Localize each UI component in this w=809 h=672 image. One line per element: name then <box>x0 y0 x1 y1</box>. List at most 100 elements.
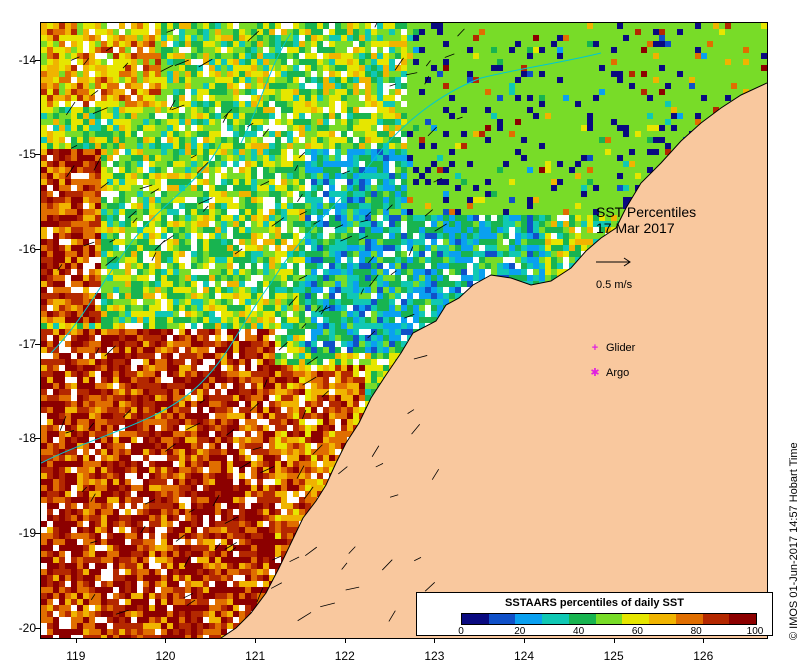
sst-pixel <box>245 131 251 137</box>
sst-pixel <box>335 311 341 317</box>
sst-pixel <box>353 137 359 143</box>
sst-pixel <box>179 215 185 221</box>
sst-pixel <box>389 257 395 263</box>
sst-pixel <box>197 149 203 155</box>
sst-pixel <box>647 239 653 245</box>
sst-pixel <box>65 179 71 185</box>
sst-pixel <box>371 239 377 245</box>
sst-pixel <box>293 161 299 167</box>
sst-pixel <box>203 173 209 179</box>
sst-pixel <box>107 107 113 113</box>
sst-pixel <box>155 203 161 209</box>
sst-pixel <box>155 143 161 149</box>
sst-pixel <box>71 233 77 239</box>
sst-pixel <box>731 323 737 329</box>
sst-pixel <box>389 287 395 293</box>
sst-pixel <box>677 239 683 245</box>
sst-pixel <box>143 149 149 155</box>
sst-pixel <box>293 59 299 65</box>
sst-pixel <box>89 209 95 215</box>
sst-pixel <box>419 221 425 227</box>
sst-pixel <box>383 299 389 305</box>
sst-pixel <box>245 137 251 143</box>
sst-pixel <box>143 335 149 341</box>
sst-pixel <box>521 155 527 161</box>
sst-pixel <box>683 239 689 245</box>
sst-pixel <box>185 155 191 161</box>
sst-pixel <box>599 305 605 311</box>
sst-pixel <box>209 221 215 227</box>
sst-pixel <box>95 221 101 227</box>
sst-pixel <box>95 47 101 53</box>
sst-pixel <box>131 83 137 89</box>
sst-pixel <box>353 329 359 335</box>
sst-pixel <box>203 209 209 215</box>
sst-pixel <box>347 221 353 227</box>
sst-pixel <box>113 215 119 221</box>
sst-pixel <box>371 191 377 197</box>
sst-pixel <box>365 341 371 347</box>
sst-pixel <box>263 275 269 281</box>
sst-pixel <box>431 251 437 257</box>
sst-pixel <box>245 59 251 65</box>
sst-pixel <box>395 101 401 107</box>
sst-pixel <box>161 149 167 155</box>
sst-pixel <box>497 263 503 269</box>
sst-pixel <box>365 287 371 293</box>
sst-pixel <box>251 41 257 47</box>
sst-pixel <box>53 47 59 53</box>
sst-pixel <box>317 101 323 107</box>
sst-pixel <box>413 287 419 293</box>
sst-pixel <box>65 305 71 311</box>
sst-pixel <box>293 203 299 209</box>
sst-pixel <box>41 167 47 173</box>
sst-pixel <box>365 71 371 77</box>
sst-pixel <box>101 41 107 47</box>
sst-pixel <box>491 215 497 221</box>
sst-pixel <box>59 311 65 317</box>
sst-pixel <box>101 119 107 125</box>
sst-pixel <box>533 35 539 41</box>
sst-pixel <box>377 83 383 89</box>
sst-pixel <box>143 137 149 143</box>
sst-pixel <box>347 167 353 173</box>
sst-pixel <box>185 179 191 185</box>
sst-pixel <box>377 269 383 275</box>
sst-pixel <box>287 149 293 155</box>
sst-pixel <box>179 41 185 47</box>
sst-pixel <box>209 299 215 305</box>
sst-pixel <box>161 335 167 341</box>
sst-pixel <box>323 233 329 239</box>
sst-pixel <box>731 311 737 317</box>
sst-pixel <box>575 341 581 347</box>
sst-pixel <box>347 89 353 95</box>
sst-pixel <box>461 323 467 329</box>
sst-pixel <box>179 269 185 275</box>
sst-pixel <box>293 23 299 29</box>
sst-pixel <box>575 287 581 293</box>
sst-pixel <box>179 35 185 41</box>
sst-pixel <box>431 143 437 149</box>
sst-pixel <box>317 335 323 341</box>
sst-pixel <box>89 275 95 281</box>
sst-pixel <box>197 269 203 275</box>
sst-pixel <box>731 263 737 269</box>
sst-pixel <box>305 149 311 155</box>
sst-pixel <box>449 341 455 347</box>
sst-pixel <box>737 239 743 245</box>
sst-pixel <box>371 125 377 131</box>
sst-pixel <box>71 173 77 179</box>
sst-pixel <box>467 203 473 209</box>
sst-pixel <box>323 323 329 329</box>
sst-pixel <box>653 305 659 311</box>
sst-pixel <box>239 71 245 77</box>
sst-pixel <box>125 119 131 125</box>
sst-pixel <box>551 281 557 287</box>
sst-pixel <box>689 251 695 257</box>
sst-pixel <box>341 59 347 65</box>
sst-pixel <box>101 257 107 263</box>
sst-pixel <box>395 119 401 125</box>
sst-pixel <box>377 143 383 149</box>
sst-pixel <box>293 113 299 119</box>
sst-pixel <box>395 299 401 305</box>
